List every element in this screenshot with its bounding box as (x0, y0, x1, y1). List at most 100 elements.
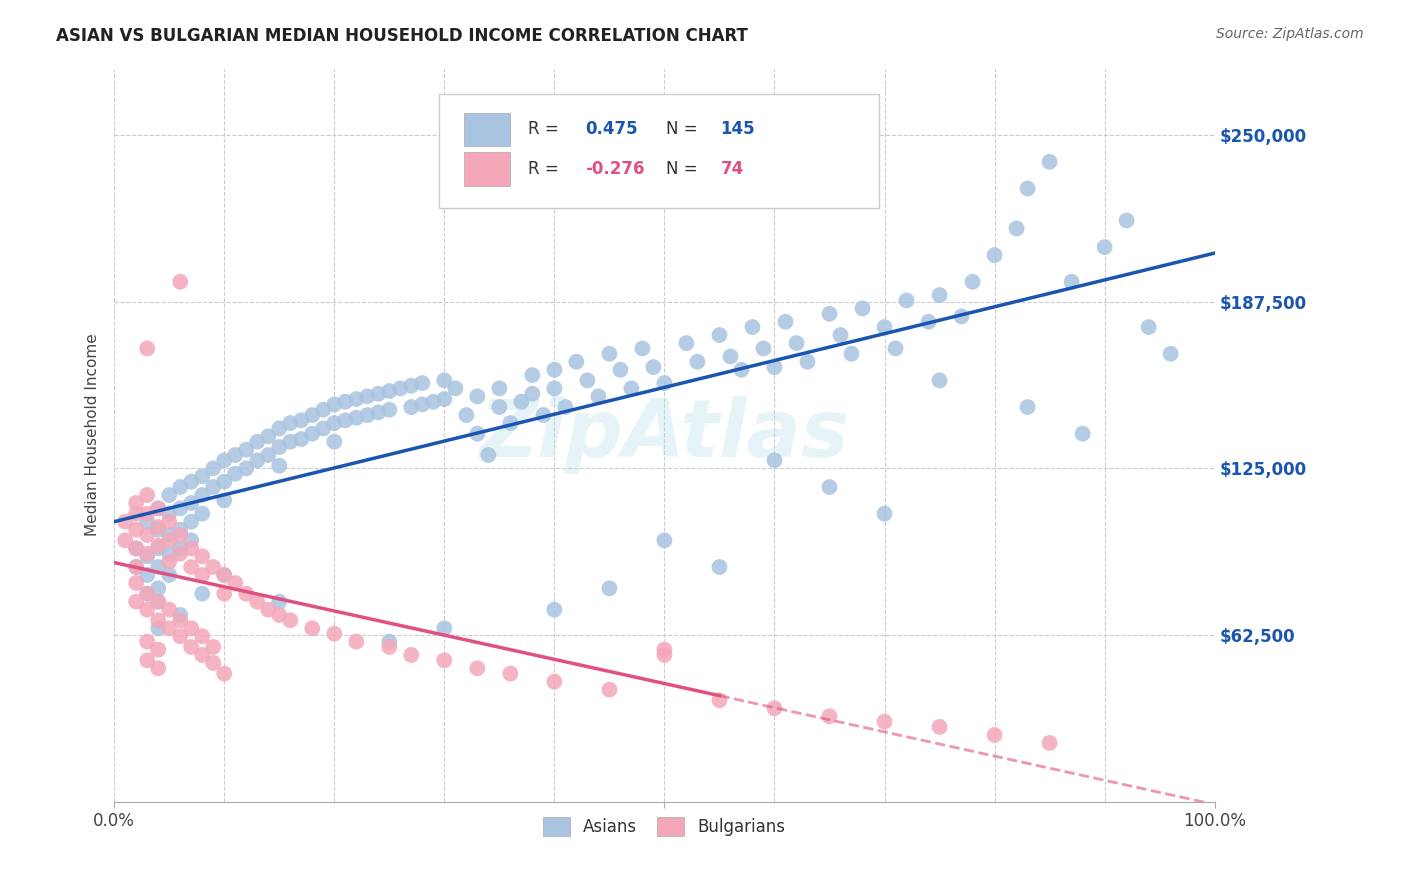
Point (148, 560, 170, 574)
Point (335, 413, 357, 427)
Point (522, 386, 544, 401)
Point (818, 307, 841, 321)
Point (686, 355, 709, 369)
FancyBboxPatch shape (464, 153, 510, 186)
Point (378, 384, 401, 398)
Point (928, 288, 950, 302)
Point (499, 416, 522, 430)
Point (157, 555, 180, 569)
Point (169, 613, 191, 627)
Point (180, 515, 202, 529)
Point (323, 397, 346, 411)
Text: 0.475: 0.475 (585, 120, 638, 138)
Point (180, 496, 202, 510)
Point (675, 336, 697, 351)
Point (554, 400, 576, 414)
Y-axis label: Median Household Income: Median Household Income (86, 334, 100, 536)
Point (378, 402, 401, 417)
Point (148, 582, 170, 596)
Point (709, 328, 731, 343)
Point (157, 621, 180, 635)
Point (169, 629, 191, 643)
Point (1060, 275, 1083, 289)
FancyBboxPatch shape (464, 112, 510, 146)
Point (269, 594, 291, 608)
Point (312, 421, 335, 435)
Point (631, 342, 654, 356)
Point (257, 429, 280, 443)
Point (763, 360, 786, 375)
Point (125, 507, 148, 521)
Point (1071, 426, 1094, 441)
Point (917, 315, 939, 329)
Point (709, 560, 731, 574)
Point (1039, 154, 1062, 169)
Point (323, 416, 346, 430)
Point (148, 642, 170, 657)
Text: N =: N = (665, 160, 703, 178)
Point (180, 541, 202, 556)
Point (720, 350, 742, 364)
Point (654, 648, 676, 662)
Point (477, 448, 499, 462)
Point (269, 440, 291, 454)
Point (169, 501, 191, 516)
Point (873, 714, 896, 729)
Point (378, 640, 401, 654)
Point (851, 301, 873, 316)
Point (543, 363, 565, 377)
Point (157, 528, 180, 542)
Point (136, 507, 159, 521)
Point (148, 661, 170, 675)
Point (157, 568, 180, 582)
Point (411, 397, 433, 411)
Point (301, 621, 323, 635)
Point (202, 656, 225, 670)
Point (643, 360, 665, 375)
Point (125, 560, 148, 574)
Point (212, 475, 235, 489)
Text: ASIAN VS BULGARIAN MEDIAN HOUSEHOLD INCOME CORRELATION CHART: ASIAN VS BULGARIAN MEDIAN HOUSEHOLD INCO… (56, 27, 748, 45)
Point (125, 523, 148, 537)
Point (278, 434, 301, 449)
FancyBboxPatch shape (439, 95, 879, 208)
Point (125, 560, 148, 574)
Point (191, 469, 214, 483)
Point (191, 568, 214, 582)
Point (830, 328, 852, 343)
Point (157, 515, 180, 529)
Point (983, 728, 1005, 742)
Point (169, 607, 191, 622)
Point (136, 488, 159, 502)
Point (224, 467, 246, 481)
Point (323, 626, 346, 640)
Point (841, 347, 863, 361)
Point (224, 576, 246, 591)
Point (356, 389, 378, 403)
Point (157, 533, 180, 548)
Text: 74: 74 (720, 160, 744, 178)
Point (212, 568, 235, 582)
Point (609, 363, 631, 377)
Point (873, 507, 896, 521)
Point (191, 507, 214, 521)
Point (565, 355, 588, 369)
Point (344, 392, 367, 406)
Point (202, 480, 225, 494)
Point (125, 576, 148, 591)
Point (148, 541, 170, 556)
Point (169, 480, 191, 494)
Point (367, 405, 389, 419)
Point (598, 682, 620, 697)
Point (962, 275, 984, 289)
Point (269, 421, 291, 435)
Point (212, 666, 235, 681)
Point (433, 621, 456, 635)
Point (488, 381, 510, 395)
Point (335, 394, 357, 409)
Point (873, 320, 896, 334)
Point (433, 392, 456, 406)
Point (212, 453, 235, 467)
Point (157, 547, 180, 561)
Point (896, 293, 918, 308)
